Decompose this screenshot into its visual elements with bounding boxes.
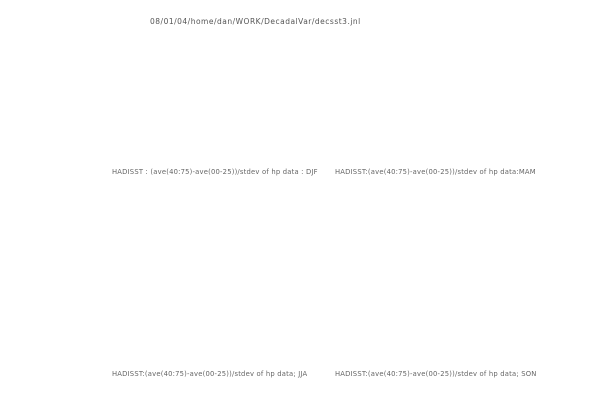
- map-son-svg: [335, 242, 525, 362]
- map-panel-djf: HADISST : (ave(40:75)-ave(00-25))/stdev …: [112, 40, 372, 190]
- panel-title-djf: HADISST : (ave(40:75)-ave(00-25))/stdev …: [112, 168, 318, 176]
- page-header: 08/01/04/home/dan/WORK/DecadalVar/decsst…: [150, 17, 361, 26]
- panel-title-jja: HADISST:(ave(40:75)-ave(00-25))/stdev of…: [112, 370, 308, 378]
- map-panel-son: HADISST:(ave(40:75)-ave(00-25))/stdev of…: [335, 242, 589, 392]
- map-panel-jja: HADISST:(ave(40:75)-ave(00-25))/stdev of…: [112, 242, 372, 392]
- panel-title-mam: HADISST:(ave(40:75)-ave(00-25))/stdev of…: [335, 168, 536, 176]
- map-mam-svg: [335, 40, 525, 160]
- panel-title-son: HADISST:(ave(40:75)-ave(00-25))/stdev of…: [335, 370, 537, 378]
- map-panel-mam: HADISST:(ave(40:75)-ave(00-25))/stdev of…: [335, 40, 589, 190]
- map-jja-svg: [112, 242, 302, 362]
- map-djf-svg: [112, 40, 302, 160]
